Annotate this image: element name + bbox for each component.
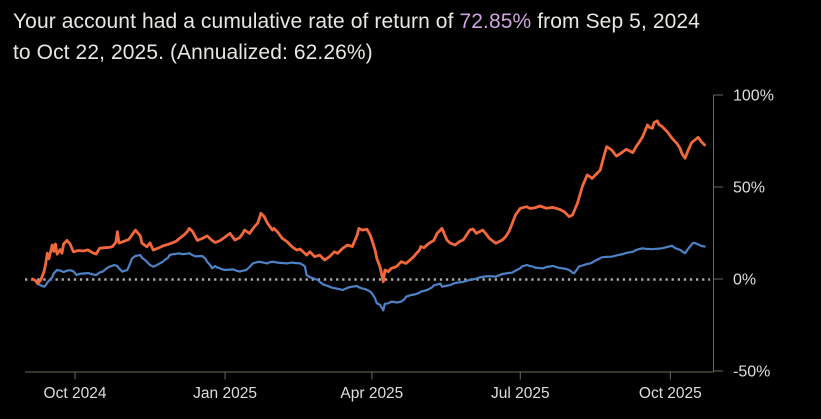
benchmark-line	[31, 241, 706, 312]
summary-text: Your account had a cumulative rate of re…	[13, 6, 808, 68]
x-axis-ticks: Oct 2024 Jan 2025 Apr 2025 Jul 2025 Oct 2025	[44, 372, 702, 402]
account-line	[31, 119, 706, 286]
x-axis-label: Apr 2025	[340, 385, 403, 402]
return-percent-highlight: 72.85%	[459, 10, 532, 33]
chart-plot-area[interactable]	[25, 90, 713, 373]
y-axis-ticks: 100% 50% 0% -50%	[713, 88, 774, 381]
y-axis-label: -50%	[733, 364, 770, 381]
x-axis-label: Jul 2025	[491, 385, 550, 402]
x-axis-label: Oct 2024	[44, 385, 107, 402]
y-axis-label: 100%	[733, 88, 774, 105]
summary-prefix: Your account had a cumulative rate of re…	[13, 10, 460, 33]
y-axis-label: 0%	[733, 272, 756, 289]
x-axis-label: Oct 2025	[639, 385, 702, 402]
summary-dates: from Sep 5, 2024	[531, 10, 700, 33]
x-axis-label: Jan 2025	[193, 385, 257, 402]
y-axis-label: 50%	[733, 180, 765, 197]
summary-annualized: to Oct 22, 2025. (Annualized: 62.26%)	[13, 41, 373, 64]
